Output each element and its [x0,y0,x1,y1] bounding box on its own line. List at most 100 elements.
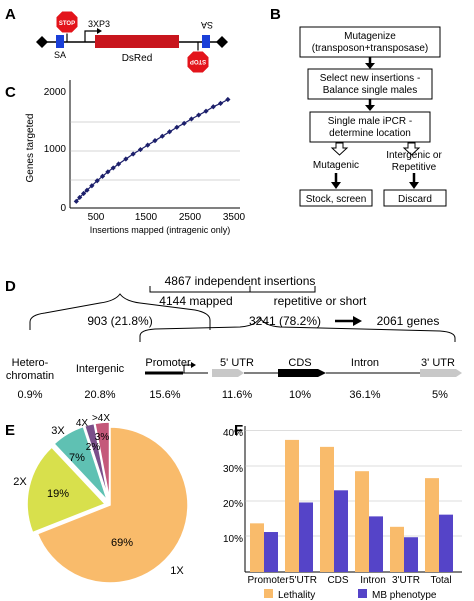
f-category-label: 5'UTR [289,575,317,586]
pie-category-gt4x: >4X [92,413,110,424]
pie-slice-1x [36,426,189,584]
pct-cds: 10% [289,389,311,401]
category-intron: Intron [351,357,379,369]
c-data-point [115,161,122,167]
f-ytick-label: 40% [223,428,243,439]
discard-label: Discard [398,194,432,205]
c-data-point [130,151,136,157]
c-xtick-label: 3500 [223,212,246,223]
c-data-point [166,129,173,135]
stop-left-label: STOP [59,21,75,27]
promoter-label: 3XP3 [88,19,110,29]
f-bar-mb [264,532,278,572]
panel-label-c: C [5,84,16,101]
step-1-line-2: (transposon+transposase) [312,43,428,54]
c-data-point [181,120,187,127]
f-bar-mb [299,502,313,572]
f-category-label: Promoter [247,575,289,586]
insertion-multiplicity-pie [26,421,189,584]
f-ytick-label: 10% [223,534,243,545]
utr5-arrow-shape [212,369,244,377]
step-3-line-2: determine location [329,128,411,139]
flowchart [299,26,447,207]
category-intergenic: Intergenic [76,363,125,375]
f-ytick-label: 20% [223,499,243,510]
c-ytick-label: 0 [60,203,66,214]
stop-sign-left-icon [55,10,79,42]
utr3-arrow-shape [420,369,462,377]
panel-label-b: B [270,6,281,23]
promoter-arrow [84,30,97,42]
c-data-point [73,198,79,204]
f-category-label: Total [430,575,451,586]
step-1-line-1: Mutagenize [344,31,396,42]
c-data-point [225,96,231,103]
panel-label-a: A [5,6,16,23]
pct-5utr: 11.6% [222,389,253,401]
sa-right-box [202,35,210,48]
phenotype-bar-chart [244,426,462,573]
pie-category-3x: 3X [51,425,65,437]
branch-mutagenic: Mutagenic [313,160,359,171]
c-data-point [217,100,224,106]
pie-category-2x: 2X [13,476,27,488]
f-bar-mb [404,537,418,572]
pie-category-4x: 4X [76,418,89,429]
pie-slice-3x [52,425,109,502]
stop-right-label: STOP [190,58,206,64]
c-xtick-label: 500 [88,212,105,223]
category-5utr: 5' UTR [220,357,254,369]
c-data-point [110,165,116,171]
sa-right-label: SA [201,20,213,30]
f-category-label: Intron [360,575,386,586]
f-bar-lethality [320,446,334,572]
step-2-line-2: Balance single males [323,85,418,96]
total-insertions: 4867 independent insertions [165,274,316,288]
repetitive-insertions: repetitive or short [274,294,367,308]
c-data-point [210,104,216,110]
construct-diagram [36,10,228,74]
category-heterochromatin-line-1: Hetero- [12,357,49,369]
c-xtick-label: 1500 [135,212,158,223]
c-data-point [196,112,202,118]
legend-lethality: Lethality [278,590,315,601]
c-y-axis-title: Genes targeted [25,114,36,183]
c-x-axis-title: Insertions mapped (intragenic only) [90,225,231,235]
genes-count: 2061 genes [377,314,440,328]
left-end-diamond [36,36,48,48]
c-data-point [203,108,209,114]
panel-label-d: D [5,278,16,295]
f-bar-mb [439,514,453,572]
c-ytick-label: 2000 [44,87,67,98]
pct-heterochromatin: 0.9% [17,389,42,401]
f-ytick-label: 30% [223,464,243,475]
sa-left-box [56,35,64,48]
discard-box [383,189,447,207]
pct-intron: 36.1% [349,389,380,401]
c-data-point [145,142,151,148]
category-promoter: Promoter [145,357,191,369]
c-series-line [75,98,229,202]
pie-value-label-4x: 2% [86,442,101,453]
c-data-point [159,133,165,139]
pie-slice-4x [83,422,110,501]
dsred-label: DsRed [122,53,153,64]
panel-label-f: F [234,422,244,439]
dsred-box [95,35,179,48]
intragenic-count: 3241 (78.2%) [249,314,321,328]
stock-box [299,189,373,207]
f-category-label: CDS [327,575,348,586]
c-data-point [152,138,158,144]
c-data-point [188,116,195,122]
c-data-point [84,187,90,193]
sa-left-label: SA [54,50,66,60]
c-data-point [99,173,106,179]
pct-3utr: 5% [432,389,448,401]
f-bar-lethality [355,471,369,572]
f-bar-lethality [390,526,404,572]
f-category-label: 3'UTR [392,575,420,586]
pie-category-1x: 1X [170,565,184,577]
c-data-point [77,194,83,201]
category-heterochromatin-line-2: chromatin [6,370,54,382]
cds-arrow-shape [278,369,326,377]
